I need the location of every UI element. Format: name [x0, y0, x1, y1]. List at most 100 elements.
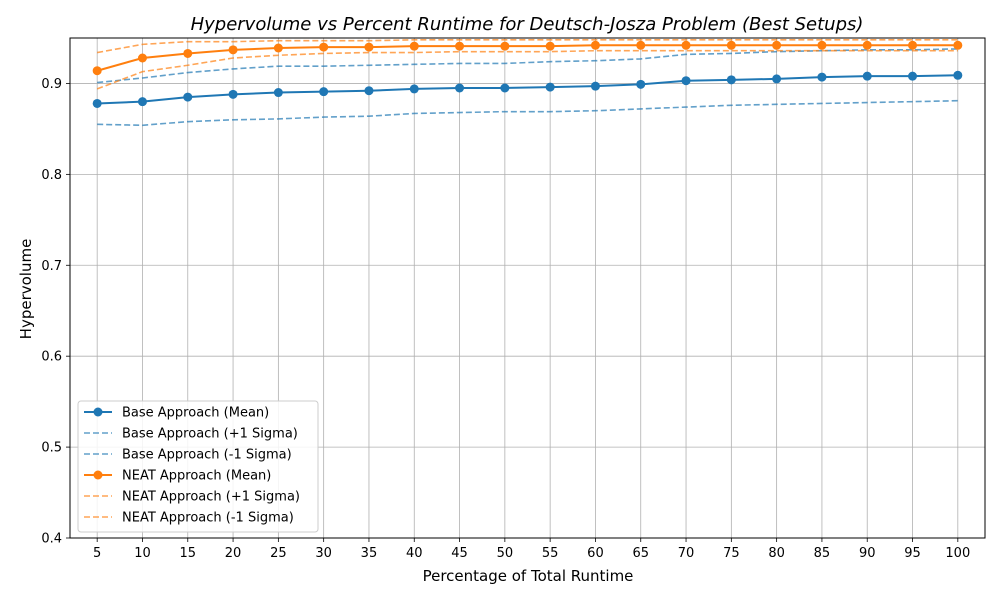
- y-tick-label: 0.9: [41, 77, 62, 92]
- grid-lines: [70, 38, 985, 539]
- y-tick-label: 0.8: [41, 168, 62, 183]
- data-point: [953, 70, 963, 80]
- data-point: [183, 48, 193, 58]
- series-line: [96, 44, 958, 72]
- legend: Base Approach (Mean) Base Approach (+1 Si…: [77, 400, 319, 533]
- data-point: [545, 41, 555, 51]
- x-tick-label: 70: [678, 546, 695, 561]
- x-tick-label: 90: [859, 546, 876, 561]
- legend-label: Base Approach (-1 Sigma): [122, 448, 292, 463]
- x-tick-label: 25: [270, 546, 287, 561]
- legend-marker: [93, 470, 103, 480]
- legend-frame: [77, 400, 319, 533]
- data-point: [772, 40, 782, 50]
- x-tick-label: 55: [542, 546, 559, 561]
- x-tick-label: 45: [451, 546, 468, 561]
- series-line: [97, 48, 958, 84]
- data-point: [228, 45, 238, 55]
- x-axis-ticks: 5 10 15 20 25 30 35 40 45 50 55 60 65 70 75 80 85 90 95 100: [93, 538, 970, 561]
- data-point: [545, 82, 555, 92]
- legend-item: Base Approach (-1 Sigma): [84, 448, 292, 463]
- series-neat-approach-mean: [92, 40, 963, 76]
- x-tick-label: 80: [768, 546, 785, 561]
- x-tick-label: 95: [904, 546, 921, 561]
- data-point: [319, 42, 329, 52]
- data-point: [500, 83, 510, 93]
- x-tick-label: 60: [587, 546, 604, 561]
- legend-marker: [93, 407, 103, 417]
- data-point: [455, 83, 465, 93]
- x-tick-label: 75: [723, 546, 740, 561]
- series-neat-approach-1-sigma: [96, 49, 958, 90]
- data-point: [590, 81, 600, 91]
- series-line: [97, 99, 958, 127]
- x-tick-label: 5: [93, 546, 101, 561]
- legend-item: NEAT Approach (Mean): [84, 469, 271, 484]
- series-line: [97, 74, 958, 105]
- series-layer: [92, 39, 963, 127]
- series-base-approach-1-sigma: [97, 48, 958, 84]
- legend-item: Base Approach (Mean): [84, 406, 269, 421]
- y-tick-label: 0.6: [41, 350, 62, 365]
- data-point: [273, 88, 283, 98]
- legend-label: NEAT Approach (Mean): [122, 469, 271, 484]
- data-point: [681, 40, 691, 50]
- data-point: [183, 92, 193, 102]
- y-tick-label: 0.4: [41, 532, 62, 547]
- series-neat-approach-1-sigma: [97, 39, 958, 54]
- x-tick-label: 35: [361, 546, 378, 561]
- data-point: [590, 40, 600, 50]
- data-point: [908, 71, 918, 81]
- x-tick-label: 85: [814, 546, 831, 561]
- data-point: [319, 87, 329, 97]
- x-tick-label: 65: [632, 546, 649, 561]
- y-axis-label: Hypervolume: [17, 239, 35, 340]
- x-tick-label: 40: [406, 546, 423, 561]
- x-tick-label: 50: [497, 546, 514, 561]
- series-base-approach-mean: [92, 70, 963, 108]
- data-point: [862, 40, 872, 50]
- legend-item: NEAT Approach (+1 Sigma): [84, 490, 300, 505]
- y-tick-label: 0.5: [41, 441, 62, 456]
- x-tick-label: 10: [134, 546, 151, 561]
- data-point: [636, 79, 646, 89]
- data-point: [817, 40, 827, 50]
- data-point: [726, 40, 736, 50]
- x-axis-label: Percentage of Total Runtime: [423, 567, 634, 585]
- series-base-approach-1-sigma: [97, 99, 958, 127]
- data-point: [92, 98, 102, 108]
- data-point: [862, 71, 872, 81]
- data-point: [228, 89, 238, 99]
- y-tick-label: 0.7: [41, 259, 62, 274]
- data-point: [455, 41, 465, 51]
- legend-label: Base Approach (+1 Sigma): [122, 427, 298, 442]
- legend-item: Base Approach (+1 Sigma): [84, 427, 298, 442]
- x-tick-label: 20: [225, 546, 242, 561]
- x-tick-label: 100: [945, 546, 970, 561]
- data-point: [500, 41, 510, 51]
- data-point: [772, 74, 782, 84]
- legend-label: Base Approach (Mean): [122, 406, 269, 421]
- legend-item: NEAT Approach (-1 Sigma): [84, 511, 294, 526]
- data-point: [92, 66, 102, 76]
- data-point: [908, 40, 918, 50]
- data-point: [817, 72, 827, 82]
- x-tick-label: 15: [179, 546, 196, 561]
- data-point: [409, 84, 419, 94]
- data-point: [273, 43, 283, 53]
- plot-area-frame: [69, 37, 986, 539]
- data-point: [137, 53, 147, 63]
- series-line: [97, 39, 958, 54]
- data-point: [137, 97, 147, 107]
- data-point: [681, 76, 691, 86]
- data-point: [364, 86, 374, 96]
- x-tick-label: 30: [315, 546, 332, 561]
- data-point: [636, 40, 646, 50]
- data-point: [364, 42, 374, 52]
- y-axis-ticks: 0.4 0.5 0.6 0.7 0.8 0.9: [41, 77, 70, 547]
- data-point: [953, 40, 963, 50]
- legend-label: NEAT Approach (-1 Sigma): [122, 511, 294, 526]
- data-point: [726, 75, 736, 85]
- legend-label: NEAT Approach (+1 Sigma): [122, 490, 300, 505]
